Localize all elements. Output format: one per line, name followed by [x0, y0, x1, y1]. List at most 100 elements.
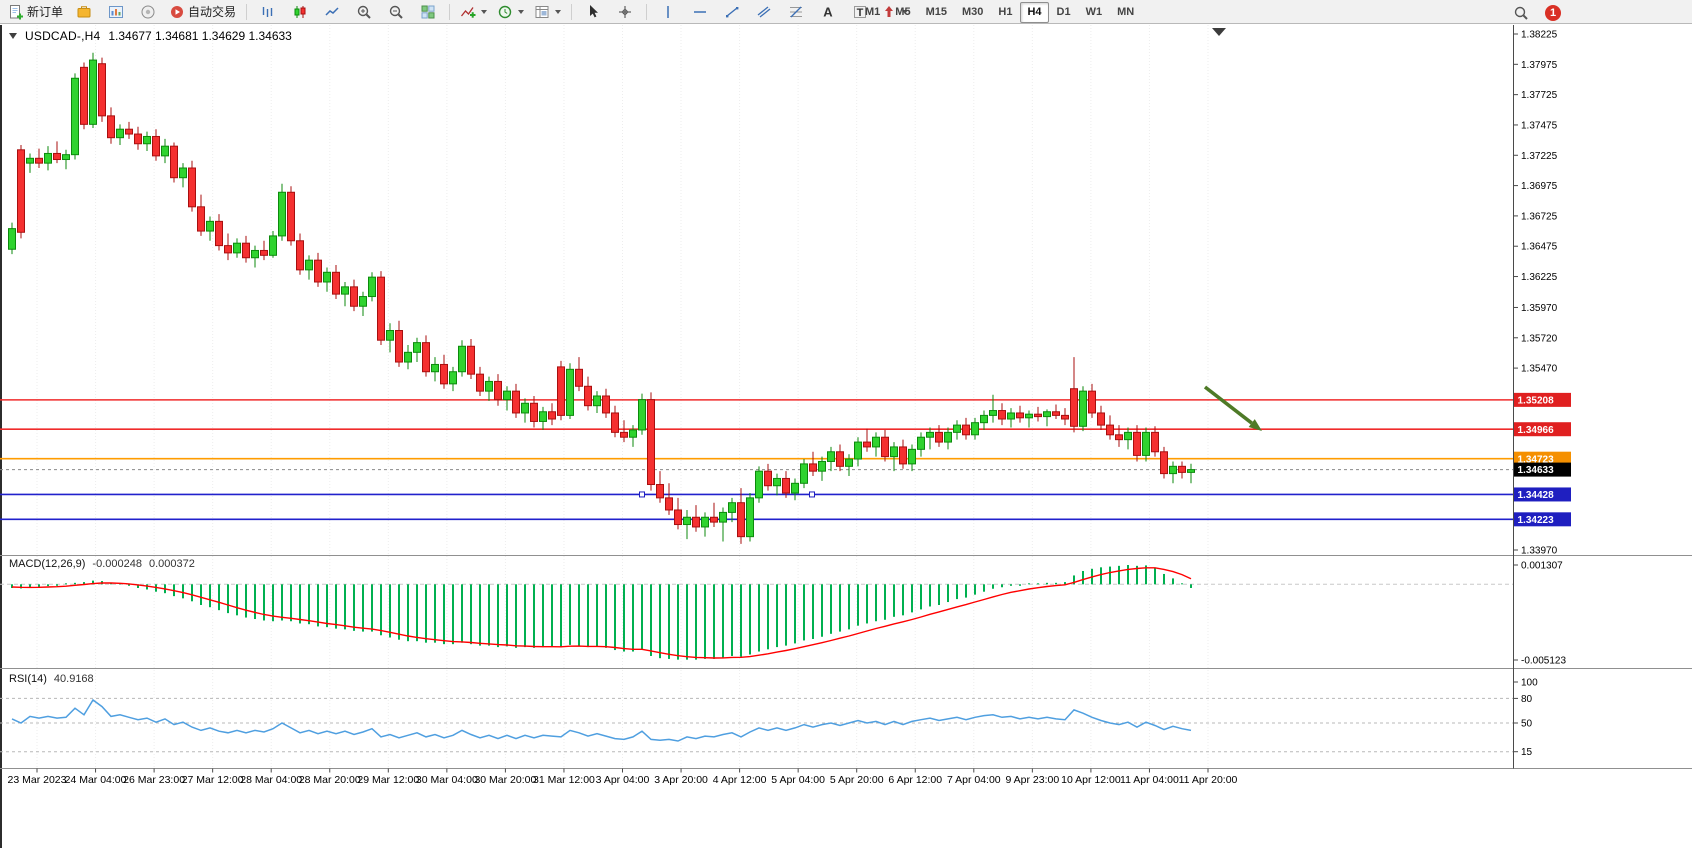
label-tool-button[interactable]: T: [845, 1, 875, 23]
channel-tool-button[interactable]: [749, 1, 779, 23]
toolbar-separator: [449, 3, 451, 20]
svg-text:-0.005123: -0.005123: [1521, 656, 1566, 667]
charts-button[interactable]: [101, 1, 131, 23]
macd-label: MACD(12,26,9) -0.000248 0.000372: [9, 558, 195, 570]
indicators-button[interactable]: [456, 1, 491, 23]
zoom-in-button[interactable]: [349, 1, 379, 23]
tile-windows-button[interactable]: [413, 1, 443, 23]
search-button[interactable]: [1506, 2, 1536, 24]
crosshair-icon: [619, 5, 632, 18]
timeframe-group: M1 M5 M15 M30 H1 H4 D1 W1 MN: [858, 2, 1141, 23]
vertical-line-icon: [667, 5, 669, 18]
timeframe-button-m15[interactable]: M15: [925, 6, 947, 18]
svg-text:5 Apr 04:00: 5 Apr 04:00: [771, 774, 825, 786]
community-icon: [141, 5, 155, 18]
timeframe-button-m5[interactable]: M5: [895, 6, 911, 18]
svg-text:4 Apr 12:00: 4 Apr 12:00: [713, 774, 767, 786]
toolbar: 新订单 自动交易: [0, 0, 1692, 24]
new-order-button[interactable]: 新订单: [4, 1, 67, 23]
toolbar-separator: [246, 3, 248, 20]
svg-text:1.37975: 1.37975: [1521, 60, 1558, 71]
auto-trading-label: 自动交易: [188, 5, 237, 19]
market-icon: [77, 5, 91, 17]
timeframe-button-mn[interactable]: MN: [1117, 6, 1135, 18]
svg-text:50: 50: [1521, 719, 1533, 730]
line-chart-icon: [325, 6, 339, 16]
indicators-icon: [461, 6, 476, 18]
svg-text:3 Apr 20:00: 3 Apr 20:00: [654, 774, 708, 786]
fibonacci-icon: [790, 6, 803, 17]
new-order-icon: [10, 4, 23, 19]
auto-trading-button[interactable]: 自动交易: [165, 1, 240, 23]
timeframe-button-m30[interactable]: M30: [961, 6, 984, 18]
zoom-out-button[interactable]: [381, 1, 411, 23]
fibonacci-tool-button[interactable]: [781, 1, 811, 23]
svg-text:0.001307: 0.001307: [1521, 561, 1563, 572]
trendline-tool-button[interactable]: [717, 1, 747, 23]
search-icon: [1514, 6, 1528, 20]
timeframe-button-m1[interactable]: M1: [865, 6, 881, 18]
vertical-line-tool-button[interactable]: [653, 1, 683, 23]
svg-text:28 Mar 04:00: 28 Mar 04:00: [240, 774, 302, 786]
candlestick-icon: [294, 5, 306, 18]
svg-text:11 Apr 04:00: 11 Apr 04:00: [1120, 774, 1179, 786]
crosshair-tool-button[interactable]: [610, 1, 640, 23]
svg-text:1.36975: 1.36975: [1521, 181, 1558, 192]
templates-button[interactable]: [530, 1, 565, 23]
bars-view-button[interactable]: [253, 1, 283, 23]
toolbar-right-group: 1: [1506, 2, 1561, 24]
notification-badge[interactable]: 1: [1545, 5, 1561, 21]
chevron-down-icon: [902, 9, 909, 14]
one-click-trading-toggle[interactable]: [9, 33, 17, 39]
line-view-button[interactable]: [317, 1, 347, 23]
horizontal-line-tool-button[interactable]: [685, 1, 715, 23]
candlesticks[interactable]: [8, 52, 1195, 544]
market-button[interactable]: [69, 1, 99, 23]
clock-icon: [498, 5, 512, 18]
price-badges: 1.35208 1.34966 1.34723 1.34428 1.34223 1.346…: [1514, 392, 1571, 527]
macd-panel[interactable]: 0.001307 -0.005123: [0, 561, 1566, 667]
auto-trading-icon: [171, 5, 184, 18]
rsi-value: 40.9168: [53, 673, 94, 685]
svg-text:30 Mar 04:00: 30 Mar 04:00: [416, 774, 478, 786]
community-button[interactable]: [133, 1, 163, 23]
trendline-icon: [726, 6, 739, 17]
periods-button[interactable]: [493, 1, 528, 23]
svg-text:1.35720: 1.35720: [1521, 333, 1558, 344]
template-icon: [535, 5, 549, 18]
rsi-panel[interactable]: 100 80 50 15: [0, 678, 1538, 759]
price-chart-canvas[interactable]: 1.38225 1.37975 1.37725 1.37475 1.37225 1.369…: [0, 25, 1692, 848]
chart-symbol-label: USDCAD-,H4 1.34677 1.34681 1.34629 1.346…: [9, 29, 292, 43]
svg-text:31 Mar 12:00: 31 Mar 12:00: [533, 774, 595, 786]
trend-arrow-annotation[interactable]: [1203, 385, 1262, 431]
charts-icon: [109, 5, 124, 18]
label-tool-icon: T: [854, 5, 867, 19]
svg-text:6 Apr 12:00: 6 Apr 12:00: [888, 774, 942, 786]
svg-text:23 Mar 2023: 23 Mar 2023: [8, 774, 67, 786]
candles-view-button[interactable]: [285, 1, 315, 23]
svg-text:1.34966: 1.34966: [1518, 425, 1555, 436]
timeframe-button-w1[interactable]: W1: [1085, 6, 1103, 18]
arrows-tool-button[interactable]: [877, 1, 912, 23]
svg-text:1.37475: 1.37475: [1521, 120, 1558, 131]
horizontal-lines[interactable]: [0, 399, 1513, 521]
chevron-down-icon: [518, 9, 525, 14]
toolbar-separator: [646, 3, 648, 20]
svg-text:1.33970: 1.33970: [1521, 546, 1558, 557]
text-tool-button[interactable]: A: [813, 1, 843, 23]
timeframe-button-h4[interactable]: H4: [1020, 2, 1049, 23]
price-axis[interactable]: 1.38225 1.37975 1.37725 1.37475 1.37225 1.369…: [1513, 30, 1558, 557]
svg-text:1.38225: 1.38225: [1521, 30, 1558, 41]
svg-text:26 Mar 23:00: 26 Mar 23:00: [123, 774, 185, 786]
svg-text:29 Mar 12:00: 29 Mar 12:00: [357, 774, 419, 786]
svg-text:3 Apr 04:00: 3 Apr 04:00: [596, 774, 650, 786]
rsi-name: RSI(14): [9, 673, 47, 685]
svg-text:1.34633: 1.34633: [1518, 465, 1555, 476]
cursor-tool-button[interactable]: [578, 1, 608, 23]
chart-area: 1.38225 1.37975 1.37725 1.37475 1.37225 1.369…: [0, 25, 1692, 848]
timeframe-button-h1[interactable]: H1: [998, 6, 1013, 18]
timeframe-button-d1[interactable]: D1: [1056, 6, 1071, 18]
bar-chart-icon: [262, 6, 273, 17]
